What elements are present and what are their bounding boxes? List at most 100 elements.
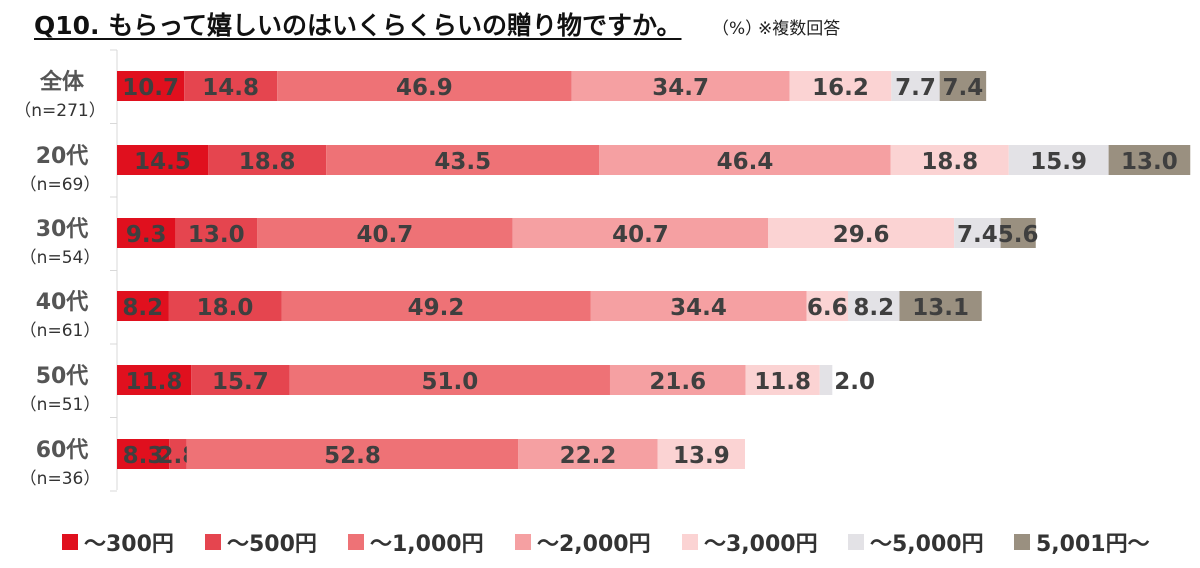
data-label: 13.0 (188, 222, 245, 248)
legend-item: ～2,000円 (515, 526, 651, 558)
data-label: 43.5 (434, 149, 491, 175)
legend-swatch (205, 534, 221, 550)
bar-segment (819, 365, 833, 395)
data-label: 8.3 (123, 443, 164, 469)
bar-segment (186, 439, 519, 469)
data-label: 9.3 (126, 222, 167, 248)
data-label: 8.2 (853, 295, 894, 321)
data-label: 34.4 (670, 295, 727, 321)
data-label: 5.6 (998, 222, 1039, 248)
legend-swatch (1014, 534, 1030, 550)
data-label: 7.4 (957, 222, 998, 248)
legend-item: ～500円 (205, 526, 317, 558)
data-label: 18.8 (921, 149, 978, 175)
data-label: 46.9 (396, 75, 453, 101)
category-label: 20代 (36, 144, 89, 169)
bar-segment (1008, 145, 1109, 175)
legend-item: ～1,000円 (348, 526, 484, 558)
bar-segment (168, 291, 282, 321)
legend-swatch (848, 534, 864, 550)
bar-segment (1108, 145, 1191, 175)
data-label: 13.0 (1121, 149, 1178, 175)
bar-segment (117, 145, 209, 175)
category-n-label: （n=69） (20, 175, 101, 195)
bar-segment (1000, 218, 1036, 248)
unit-label: （%） (712, 19, 763, 39)
data-label: 40.7 (612, 222, 669, 248)
data-label: 7.7 (895, 75, 936, 101)
data-label: 51.0 (421, 369, 478, 395)
bar-segment (512, 218, 769, 248)
data-label: 13.1 (912, 295, 969, 321)
category-n-label: （n=271） (14, 101, 105, 121)
bar-segment (175, 218, 258, 248)
data-label: 46.4 (717, 149, 774, 175)
category-label: 30代 (36, 217, 89, 242)
category-n-label: （n=51） (20, 395, 101, 415)
bar-segment (745, 365, 820, 395)
bar-segment (899, 291, 982, 321)
bar-segment (208, 145, 327, 175)
category-label: 全体 (39, 69, 85, 95)
data-label: 11.8 (754, 369, 811, 395)
legend-label: ～2,000円 (537, 532, 651, 557)
data-label: 13.9 (673, 443, 730, 469)
data-label: 15.9 (1030, 149, 1087, 175)
data-label: 21.6 (649, 369, 706, 395)
bar-segment (806, 291, 848, 321)
legend-swatch (348, 534, 364, 550)
data-label: 29.6 (833, 222, 890, 248)
bar-segment (590, 291, 807, 321)
category-label: 50代 (36, 364, 89, 389)
bar-segment (191, 365, 290, 395)
note-label: ※複数回答 (758, 19, 841, 39)
data-label: 14.5 (134, 149, 191, 175)
bar-segment (768, 218, 955, 248)
legend-item: ～5,000円 (848, 526, 984, 558)
bar-segment (891, 71, 940, 101)
bar-segment (277, 71, 572, 101)
bar-segment (657, 439, 745, 469)
data-label: 18.0 (197, 295, 254, 321)
bar-segment (117, 439, 170, 469)
data-label: 16.2 (812, 75, 869, 101)
legend-label: ～5,000円 (870, 532, 984, 557)
data-label: 7.4 (943, 75, 984, 101)
data-label: 34.7 (652, 75, 709, 101)
bar-segment (571, 71, 790, 101)
bar-segment (289, 365, 610, 395)
data-label: 18.8 (239, 149, 296, 175)
bar-segment (169, 439, 187, 469)
chart-title: Q10. もらって嬉しいのはいくらくらいの贈り物ですか。 (34, 11, 682, 40)
data-label: 40.7 (356, 222, 413, 248)
bar-segment (518, 439, 658, 469)
bar-segment (789, 71, 892, 101)
data-label: 49.2 (408, 295, 465, 321)
legend-label: ～300円 (84, 532, 174, 557)
data-label: 6.6 (807, 295, 848, 321)
legend-label: ～500円 (227, 532, 317, 557)
data-label: 52.8 (324, 443, 381, 469)
bar-segment (257, 218, 513, 248)
legend-item: 5,001円～ (1014, 526, 1150, 558)
category-label: 60代 (36, 438, 89, 463)
bar-segment (939, 71, 987, 101)
bar-segment (117, 291, 169, 321)
data-label: 10.7 (122, 75, 179, 101)
legend-item: ～3,000円 (682, 526, 818, 558)
category-n-label: （n=61） (20, 321, 101, 341)
bar-segment (599, 145, 891, 175)
category-n-label: （n=36） (20, 469, 101, 489)
legend-swatch (515, 534, 531, 550)
category-label: 40代 (36, 290, 89, 315)
legend-swatch (682, 534, 698, 550)
category-n-label: （n=54） (20, 248, 101, 268)
legend-label: ～3,000円 (704, 532, 818, 557)
legend-swatch (62, 534, 78, 550)
data-label: 14.8 (202, 75, 259, 101)
bar-segment (847, 291, 900, 321)
bar-segment (184, 71, 278, 101)
bar-segment (117, 365, 192, 395)
bar-segment (117, 218, 176, 248)
